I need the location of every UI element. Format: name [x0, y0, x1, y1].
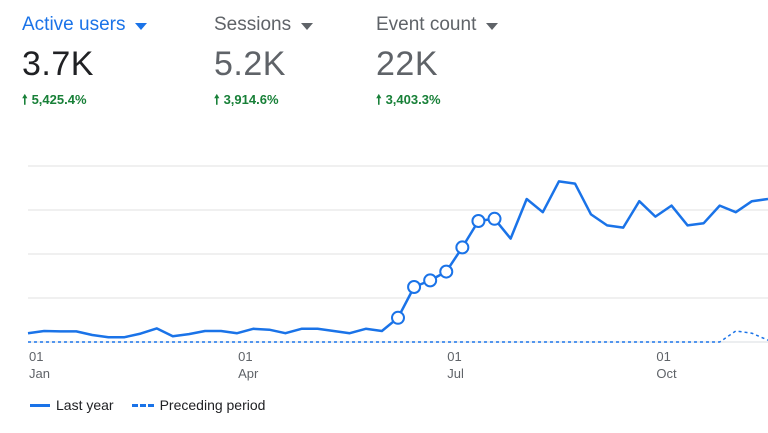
chevron-down-icon[interactable]	[486, 22, 499, 30]
x-tick-day-label: 01	[238, 349, 252, 364]
x-tick-month-label: Jul	[447, 366, 464, 381]
x-tick-day-label: 01	[447, 349, 461, 364]
metric-change: 🠕 3,403.3%	[376, 92, 498, 107]
x-tick: 01 Oct	[656, 349, 677, 381]
legend-item-preceding-period[interactable]: Preceding period	[131, 397, 266, 413]
metric-sessions-selector[interactable]: Sessions	[214, 14, 314, 36]
metric-event-count[interactable]: Event count 22K 🠕 3,403.3%	[376, 14, 499, 107]
data-point-marker	[407, 280, 422, 294]
legend-item-last-year[interactable]: Last year	[30, 397, 114, 413]
metric-change: 🠕 3,914.6%	[214, 92, 313, 107]
metric-change-value: 3,914.6%	[223, 92, 279, 107]
metric-active-users-selector[interactable]: Active users	[22, 14, 148, 36]
data-point-marker	[423, 273, 438, 288]
metric-change: 🠕 5,425.4%	[22, 92, 147, 107]
chart-legend: Last year Preceding period	[30, 397, 283, 413]
metric-sessions[interactable]: Sessions 5.2K 🠕 3,914.6%	[214, 14, 314, 107]
x-tick-day-label: 01	[656, 349, 670, 364]
x-tick: 01 Jan	[29, 349, 50, 381]
x-tick-day-label: 01	[29, 349, 43, 364]
metric-label: Active users	[22, 14, 126, 35]
legend-swatch-dashed	[131, 403, 154, 407]
chevron-down-icon[interactable]	[301, 22, 314, 30]
metric-value: 3.7K	[22, 45, 94, 83]
metric-value: 22K	[376, 45, 438, 83]
arrow-up-icon: 🠕	[22, 92, 28, 107]
series-line-preceding-period	[28, 330, 768, 343]
arrow-up-icon: 🠕	[376, 92, 382, 107]
x-tick-month-label: Jan	[29, 366, 50, 381]
metric-change-value: 5,425.4%	[31, 92, 87, 107]
metric-change-value: 3,403.3%	[385, 92, 441, 107]
x-tick: 01 Jul	[447, 349, 464, 381]
legend-label: Preceding period	[159, 397, 266, 413]
metric-active-users[interactable]: Active users 3.7K 🠕 5,425.4%	[22, 14, 148, 107]
data-point-marker	[439, 264, 454, 279]
metric-label: Sessions	[214, 14, 292, 35]
arrow-up-icon: 🠕	[214, 92, 220, 107]
data-point-marker	[471, 214, 486, 228]
legend-label: Last year	[56, 397, 114, 413]
data-point-marker	[487, 211, 502, 226]
data-point-marker	[455, 240, 470, 255]
x-tick-month-label: Apr	[238, 366, 259, 381]
line-chart: 01 Jan 01 Apr 01 Jul 01 Oct	[27, 165, 768, 381]
metric-event-count-selector[interactable]: Event count	[376, 14, 499, 36]
chevron-down-icon[interactable]	[135, 22, 148, 30]
legend-swatch-solid	[30, 403, 50, 407]
metric-value: 5.2K	[214, 45, 286, 83]
data-point-marker	[391, 310, 405, 325]
metric-label: Event count	[376, 14, 477, 35]
x-tick: 01 Apr	[238, 349, 259, 381]
x-tick-month-label: Oct	[656, 366, 677, 381]
